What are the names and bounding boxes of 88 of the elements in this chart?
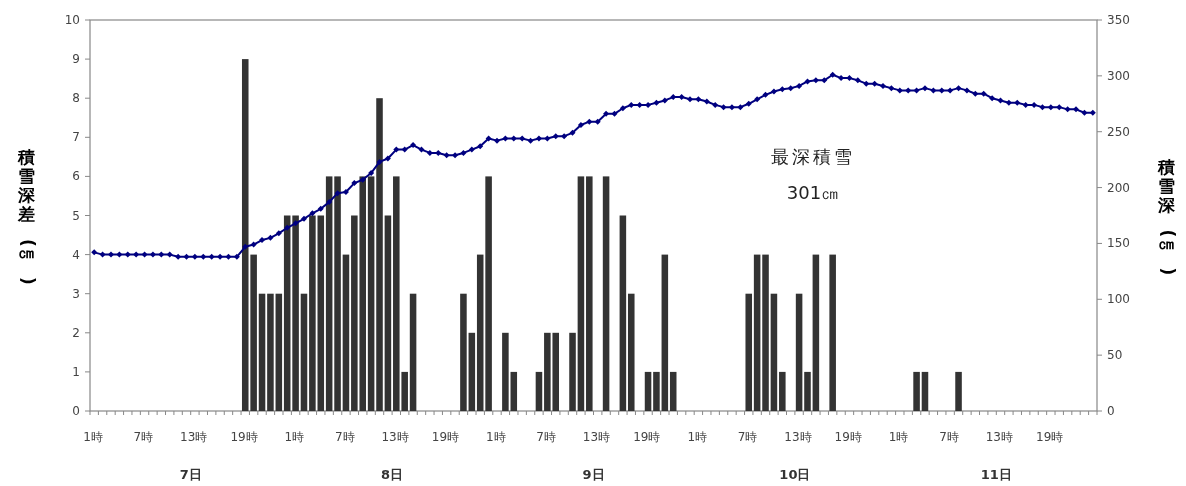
bar bbox=[300, 293, 308, 411]
y-tick-label: 1 bbox=[72, 364, 80, 379]
bar bbox=[502, 332, 509, 411]
bar bbox=[409, 293, 417, 411]
y2-tick-label: 50 bbox=[1107, 348, 1123, 363]
bar bbox=[292, 215, 299, 411]
bar bbox=[267, 293, 274, 411]
bar bbox=[812, 254, 820, 411]
x-tick-label: 1時 bbox=[83, 430, 103, 444]
bar bbox=[913, 371, 920, 411]
bar bbox=[619, 215, 627, 411]
x-tick-label: 13時 bbox=[582, 430, 611, 444]
x-tick-label: 19時 bbox=[431, 430, 460, 444]
bar bbox=[661, 254, 669, 411]
y-tick-label: 6 bbox=[72, 169, 80, 184]
bar bbox=[921, 371, 929, 411]
y-axis-title: 積雪深差(㎝) bbox=[16, 147, 39, 285]
x-tick-label: 7時 bbox=[334, 430, 355, 444]
text: 10日 bbox=[779, 467, 811, 482]
bar bbox=[753, 254, 761, 411]
x-tick-label: 13時 bbox=[180, 430, 208, 444]
bar bbox=[627, 293, 635, 411]
x-tick-label: 1時 bbox=[284, 430, 305, 444]
y-tick-label: 2 bbox=[72, 325, 80, 340]
y-tick-label: 8 bbox=[72, 91, 80, 106]
text: 8日 bbox=[381, 467, 404, 482]
bar bbox=[468, 332, 476, 411]
x-tick-label: 13時 bbox=[381, 430, 409, 444]
y2-tick-label: 250 bbox=[1107, 124, 1130, 139]
x-tick-label: 19時 bbox=[633, 430, 661, 444]
bar bbox=[779, 371, 786, 411]
y-tick-label: 10 bbox=[64, 13, 80, 27]
x-tick-label: 13時 bbox=[784, 430, 812, 444]
bar bbox=[460, 293, 467, 411]
y-tick-label: 9 bbox=[72, 52, 80, 67]
bar bbox=[745, 293, 753, 411]
x-tick-label: 1時 bbox=[888, 430, 909, 444]
x-tick-label: 7時 bbox=[737, 430, 758, 444]
x-tick-label: 7時 bbox=[939, 430, 959, 444]
bar bbox=[325, 176, 333, 411]
bar bbox=[275, 293, 283, 411]
x-tick-label: 19時 bbox=[834, 430, 862, 444]
y-tick-label: 3 bbox=[72, 286, 80, 301]
y-tick-label: 7 bbox=[72, 130, 80, 145]
bar bbox=[376, 98, 383, 411]
bar bbox=[829, 254, 836, 411]
x-tick-label: 1時 bbox=[687, 430, 708, 444]
x-tick-label: 7時 bbox=[133, 430, 154, 444]
y2-tick-label: 0 bbox=[1107, 404, 1115, 418]
bar bbox=[384, 215, 392, 411]
bar bbox=[258, 293, 266, 411]
text: 9日 bbox=[582, 467, 605, 482]
y2-axis-title: 積雪深(㎝) bbox=[1156, 156, 1179, 276]
text: 7日 bbox=[179, 467, 202, 482]
bar bbox=[762, 254, 769, 411]
bar bbox=[334, 176, 341, 411]
bar bbox=[476, 254, 484, 411]
bar bbox=[795, 293, 803, 411]
bar bbox=[653, 371, 660, 411]
bar bbox=[804, 371, 811, 411]
bar bbox=[283, 215, 291, 411]
y-tick-label: 5 bbox=[72, 208, 80, 223]
y2-tick-label: 150 bbox=[1107, 236, 1130, 251]
y2-tick-label: 300 bbox=[1107, 68, 1130, 83]
bar bbox=[577, 176, 585, 411]
bar bbox=[669, 371, 677, 411]
y2-tick-label: 350 bbox=[1107, 13, 1130, 27]
y2-tick-label: 100 bbox=[1107, 292, 1130, 307]
bar bbox=[485, 176, 492, 411]
x-tick-label: 19時 bbox=[230, 430, 258, 444]
bar bbox=[955, 371, 962, 411]
bar bbox=[602, 176, 610, 411]
annotation: 最深積雪 301㎝ bbox=[771, 146, 855, 203]
bar bbox=[770, 293, 778, 411]
bar bbox=[586, 176, 593, 411]
text: 11日 bbox=[980, 467, 1012, 482]
x-tick-label: 1時 bbox=[485, 430, 506, 444]
x-tick-label: 19時 bbox=[1036, 430, 1064, 444]
bar bbox=[569, 332, 576, 411]
x-tick-label: 13時 bbox=[985, 430, 1013, 444]
y2-tick-label: 200 bbox=[1107, 180, 1130, 195]
bar bbox=[644, 371, 652, 411]
x-tick-label: 7時 bbox=[536, 430, 556, 444]
y-tick-label: 0 bbox=[72, 404, 80, 418]
y-tick-label: 4 bbox=[72, 247, 80, 262]
bar bbox=[535, 371, 543, 411]
bar bbox=[342, 254, 350, 411]
bar bbox=[510, 371, 518, 411]
